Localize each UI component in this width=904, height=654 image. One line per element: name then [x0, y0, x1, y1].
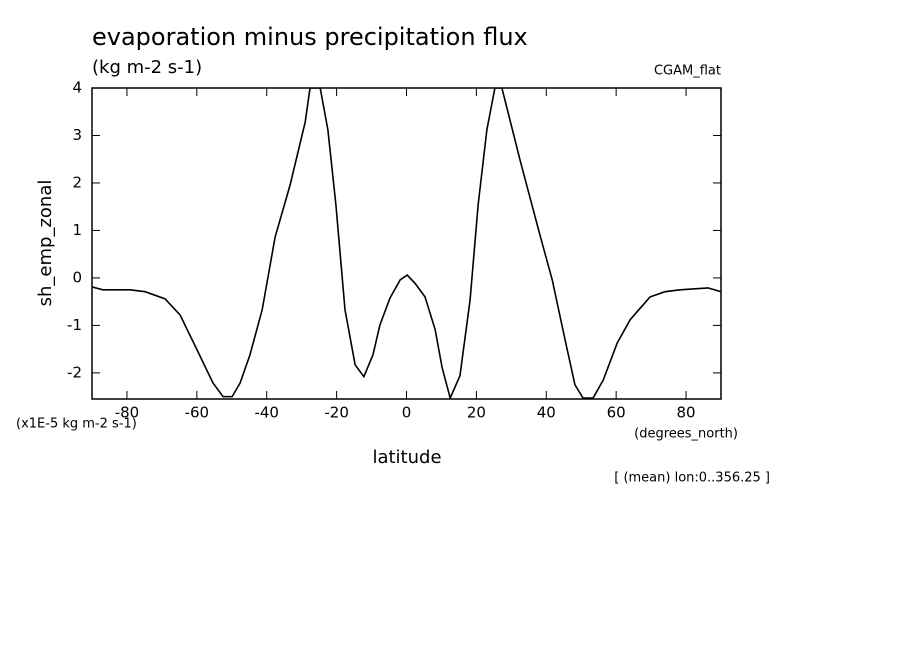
note: [ (mean) lon:0..356.25 ]: [614, 471, 770, 486]
chart-subtitle: (kg m-2 s-1): [92, 57, 202, 78]
y-tick-label: 0: [72, 268, 82, 286]
dataset-label: CGAM_flat: [654, 64, 721, 79]
y-tick-label: 3: [72, 126, 82, 144]
x-axis-label: latitude: [372, 447, 441, 468]
x-tick-label: 0: [402, 404, 412, 422]
x-tick-label: 20: [467, 404, 486, 422]
data-line: [92, 88, 721, 399]
y-tick-label: -2: [67, 363, 82, 381]
y-tick-label: 2: [72, 173, 82, 191]
y-tick-label: 1: [72, 221, 82, 239]
x-unit-label: (degrees_north): [634, 427, 738, 442]
y-unit-label: (x1E-5 kg m-2 s-1): [16, 417, 137, 432]
x-tick-label: 60: [607, 404, 626, 422]
x-tick-label: -40: [254, 404, 279, 422]
x-tick-label: -60: [185, 404, 210, 422]
plot-frame: [91, 87, 722, 400]
y-tick-label: 4: [72, 79, 82, 97]
x-tick-label: -20: [324, 404, 349, 422]
y-tick-label: -1: [67, 316, 82, 334]
x-tick-label: 80: [677, 404, 696, 422]
x-tick-label: 40: [537, 404, 556, 422]
chart-title: evaporation minus precipitation flux: [92, 23, 528, 51]
x-tick-label: -80: [115, 404, 140, 422]
y-axis-label: sh_emp_zonal: [35, 180, 56, 307]
